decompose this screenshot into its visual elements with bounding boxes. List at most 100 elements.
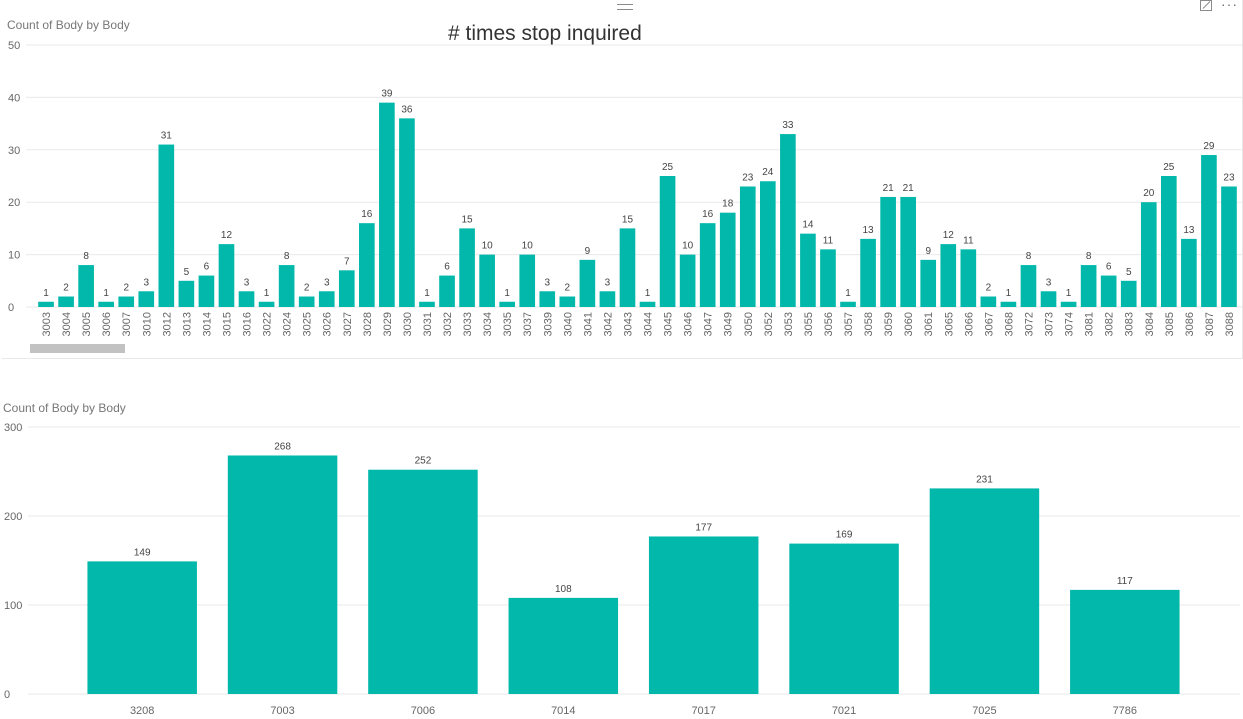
bar[interactable] xyxy=(679,254,696,307)
bar[interactable] xyxy=(1080,265,1097,307)
bar[interactable] xyxy=(699,223,716,307)
bar[interactable] xyxy=(479,254,495,307)
bar[interactable] xyxy=(820,249,836,307)
bar[interactable] xyxy=(840,301,856,307)
bar[interactable] xyxy=(118,296,135,307)
data-label: 12 xyxy=(221,230,233,241)
y-tick-label: 100 xyxy=(4,600,22,612)
x-tick-label: 3086 xyxy=(1184,312,1196,336)
focus-mode-icon[interactable] xyxy=(1200,0,1212,11)
bar[interactable] xyxy=(368,469,478,694)
bar[interactable] xyxy=(58,296,74,307)
bar[interactable] xyxy=(920,259,937,307)
bar[interactable] xyxy=(960,249,977,307)
x-tick-label: 3010 xyxy=(141,312,153,336)
more-options-icon[interactable]: ··· xyxy=(1221,0,1238,12)
bar[interactable] xyxy=(1181,238,1197,307)
bar[interactable] xyxy=(539,291,556,307)
bar[interactable] xyxy=(1060,301,1077,307)
bar[interactable] xyxy=(1221,186,1237,307)
x-tick-label: 3005 xyxy=(81,312,93,336)
bar[interactable] xyxy=(599,291,616,307)
bar[interactable] xyxy=(639,301,656,307)
data-label: 268 xyxy=(274,441,291,452)
bar[interactable] xyxy=(980,296,997,307)
bar[interactable] xyxy=(379,102,395,307)
bar[interactable] xyxy=(719,212,736,307)
bar[interactable] xyxy=(98,301,114,307)
bar[interactable] xyxy=(178,280,195,307)
data-label: 177 xyxy=(695,522,712,533)
bar[interactable] xyxy=(78,265,94,307)
bar[interactable] xyxy=(238,291,255,307)
top-bar-chart-visual[interactable]: Count of Body by Body 0 10 20 30 40 50 1 3003 2 3… xyxy=(2,0,1243,359)
data-label: 7 xyxy=(344,256,350,267)
bar[interactable] xyxy=(1070,589,1180,694)
bar[interactable] xyxy=(338,270,355,307)
bar[interactable] xyxy=(519,254,536,307)
bar[interactable] xyxy=(87,561,197,694)
data-label: 1 xyxy=(645,288,651,299)
bar[interactable] xyxy=(648,536,759,694)
x-tick-label: 3052 xyxy=(763,312,775,336)
bar[interactable] xyxy=(318,291,335,307)
bar[interactable] xyxy=(218,244,235,307)
bottom-bar-chart-visual[interactable]: Count of Body by Body 0 100 200 300 149 3208 2… xyxy=(0,392,1243,719)
bar[interactable] xyxy=(459,228,475,307)
bar[interactable] xyxy=(579,259,596,307)
data-label: 9 xyxy=(585,246,591,257)
bar[interactable] xyxy=(800,233,816,307)
bar[interactable] xyxy=(900,196,916,307)
bar[interactable] xyxy=(1040,291,1057,307)
bar[interactable] xyxy=(258,301,275,307)
x-tick-label: 3006 xyxy=(101,312,113,336)
bar[interactable] xyxy=(419,301,435,307)
bar[interactable] xyxy=(158,144,175,307)
bar[interactable] xyxy=(619,228,636,307)
bar[interactable] xyxy=(198,275,215,307)
bar[interactable] xyxy=(940,244,957,307)
bar[interactable] xyxy=(138,291,155,307)
bar[interactable] xyxy=(499,301,515,307)
bar[interactable] xyxy=(1100,275,1117,307)
data-label: 3 xyxy=(605,277,611,288)
top-bar-chart[interactable]: 0102030405013003230048300513006230073301… xyxy=(2,0,1242,358)
bar[interactable] xyxy=(659,176,676,307)
bar[interactable] xyxy=(860,238,876,307)
bar[interactable] xyxy=(780,134,796,307)
bar[interactable] xyxy=(38,301,54,307)
data-label: 8 xyxy=(284,251,290,262)
bar[interactable] xyxy=(1201,155,1217,307)
bar[interactable] xyxy=(1020,265,1037,307)
bar[interactable] xyxy=(278,265,295,307)
x-tick-label: 3047 xyxy=(703,312,715,336)
bar[interactable] xyxy=(760,181,776,307)
bar[interactable] xyxy=(789,543,899,694)
data-label: 18 xyxy=(722,199,734,210)
bar[interactable] xyxy=(1161,176,1177,307)
bar[interactable] xyxy=(508,597,619,694)
bar[interactable] xyxy=(399,118,415,307)
bar[interactable] xyxy=(298,296,315,307)
data-label: 1 xyxy=(43,288,49,299)
data-label: 6 xyxy=(204,262,210,273)
stop-inquired-annotation: # times stop inquired xyxy=(448,22,642,45)
x-tick-label: 3025 xyxy=(302,312,314,336)
data-label: 8 xyxy=(1086,251,1092,262)
bar[interactable] xyxy=(1000,301,1017,307)
bar[interactable] xyxy=(439,275,455,307)
bar[interactable] xyxy=(559,296,576,307)
scrollbar-thumb[interactable] xyxy=(30,344,125,353)
bar[interactable] xyxy=(359,223,375,307)
data-label: 8 xyxy=(1026,251,1032,262)
x-tick-label: 3030 xyxy=(402,312,414,336)
bar[interactable] xyxy=(227,455,338,694)
horizontal-scrollbar[interactable] xyxy=(30,344,1242,353)
bottom-bar-chart[interactable]: 0 100 200 300 149 3208 268 7003 252 7006 108 7014 17… xyxy=(0,392,1243,719)
bar[interactable] xyxy=(1140,202,1157,307)
drag-handle-icon[interactable] xyxy=(617,4,633,10)
bar[interactable] xyxy=(880,196,896,307)
bar[interactable] xyxy=(739,186,756,307)
bar[interactable] xyxy=(1120,280,1137,307)
bar[interactable] xyxy=(929,488,1040,694)
